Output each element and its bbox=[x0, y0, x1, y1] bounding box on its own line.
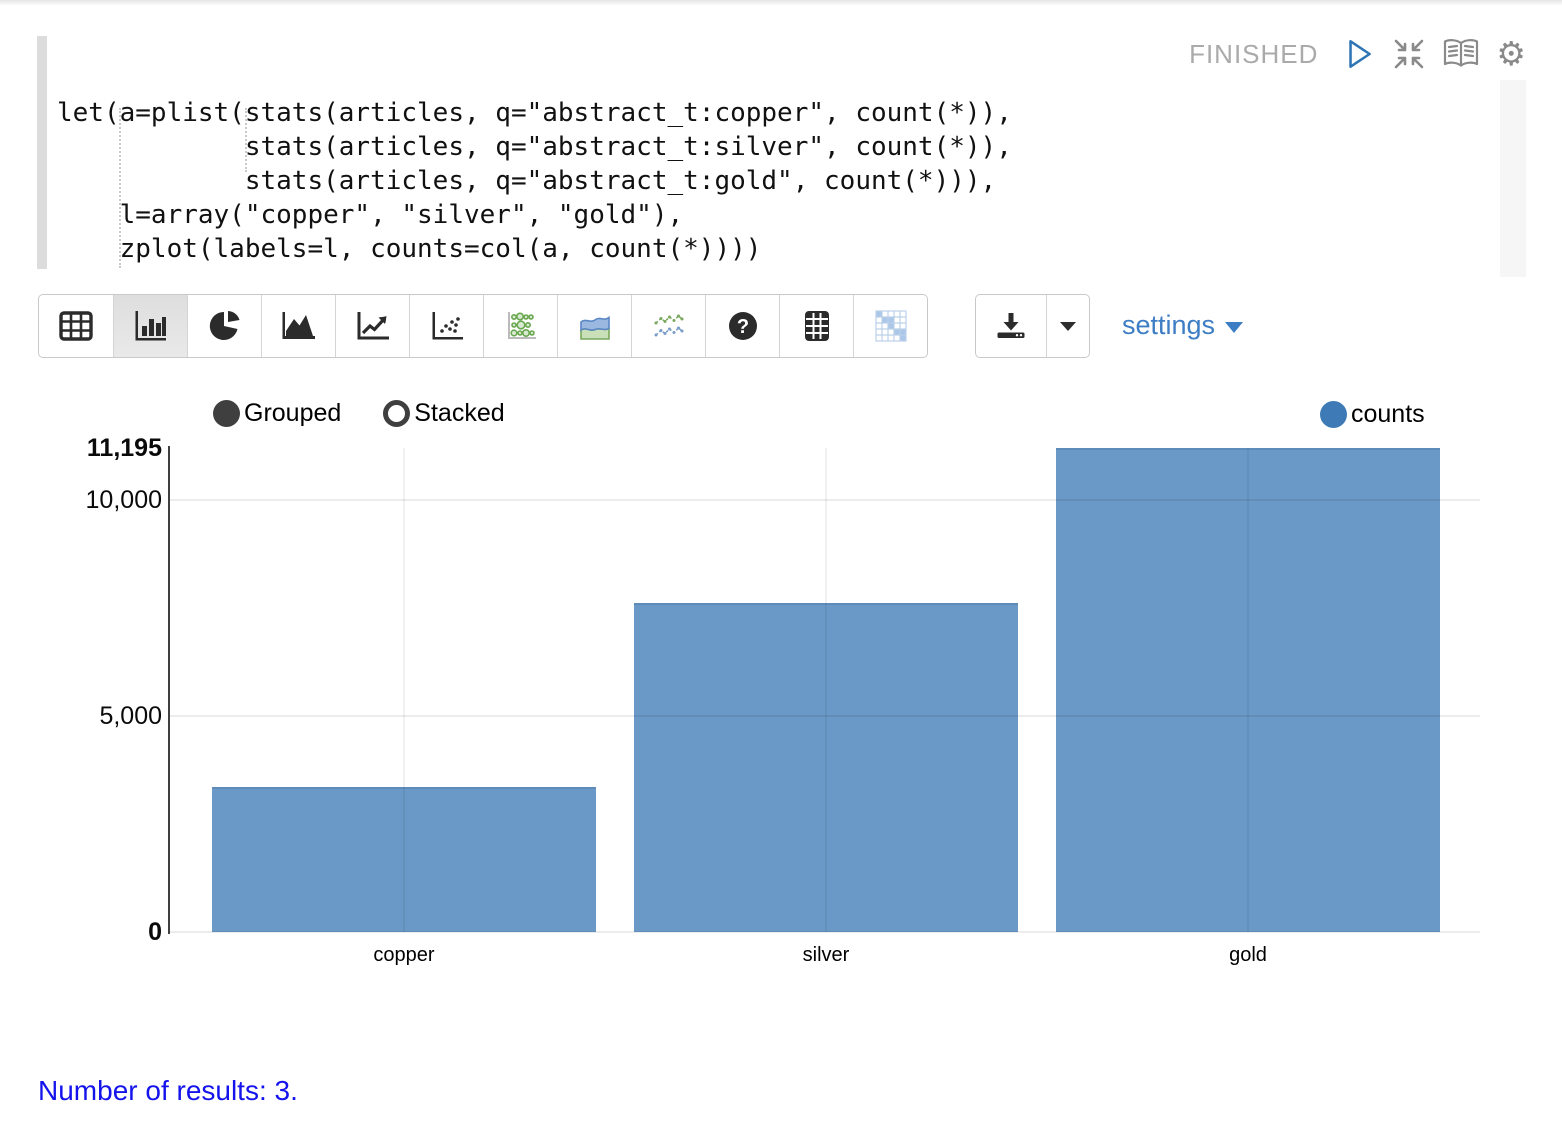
radio-unselected-icon bbox=[383, 400, 411, 427]
y-tick-label: 5,000 bbox=[99, 701, 162, 730]
help-icon: ? bbox=[726, 309, 760, 343]
chevron-down-icon bbox=[1225, 322, 1244, 333]
multi-line-chart-button[interactable] bbox=[631, 295, 705, 357]
vertical-gridline bbox=[403, 448, 405, 932]
area-chart-button[interactable] bbox=[261, 295, 335, 357]
bar-mode-controls: Grouped Stacked bbox=[213, 399, 505, 428]
download-button-group bbox=[975, 294, 1090, 358]
stacked-area-chart-icon bbox=[577, 309, 613, 343]
scatter-plot-icon bbox=[430, 310, 464, 342]
svg-text:?: ? bbox=[736, 316, 748, 338]
top-shadow bbox=[0, 0, 1562, 6]
chevron-down-icon bbox=[1060, 321, 1076, 331]
plot-area bbox=[168, 446, 1480, 934]
vertical-gridline bbox=[825, 448, 827, 932]
bar-chart-icon bbox=[133, 309, 169, 343]
radio-grouped[interactable]: Grouped bbox=[213, 399, 341, 428]
area-chart-icon bbox=[281, 310, 317, 342]
settings-menu[interactable]: settings bbox=[1122, 310, 1244, 341]
results-count-text: Number of results: 3. bbox=[38, 1075, 298, 1106]
code-editor[interactable]: let(a=plist(stats(articles, q="abstract_… bbox=[57, 98, 1012, 264]
horizontal-gridline bbox=[170, 498, 1480, 501]
radio-selected-icon bbox=[213, 400, 240, 427]
x-axis-label: copper bbox=[373, 944, 435, 966]
bubble-chart-icon bbox=[503, 309, 539, 343]
legend-swatch bbox=[1320, 401, 1347, 428]
horizontal-gridline bbox=[170, 714, 1480, 717]
legend-series-label: counts bbox=[1351, 400, 1425, 428]
data-table-icon bbox=[804, 310, 830, 342]
pie-chart-icon bbox=[208, 309, 242, 343]
bar-copper bbox=[212, 787, 596, 932]
indent-guide bbox=[119, 108, 121, 268]
cell-status-row: FINISHED ⚙ bbox=[1189, 36, 1526, 72]
table-view-button[interactable] bbox=[39, 295, 113, 357]
settings-label: settings bbox=[1122, 310, 1216, 340]
y-axis-labels: 11,195 10,000 5,000 0 bbox=[0, 434, 162, 946]
y-tick-label: 0 bbox=[148, 918, 162, 946]
radio-stacked-label: Stacked bbox=[414, 399, 505, 427]
bar-gold bbox=[1056, 448, 1440, 932]
stacked-area-chart-button[interactable] bbox=[557, 295, 631, 357]
y-tick-label: 10,000 bbox=[85, 485, 162, 514]
bar-chart-button[interactable] bbox=[113, 295, 187, 357]
cell-drag-handle[interactable] bbox=[37, 36, 47, 269]
indent-guide bbox=[245, 108, 247, 172]
y-axis-line bbox=[168, 446, 170, 934]
help-button[interactable]: ? bbox=[705, 295, 779, 357]
bubble-chart-button[interactable] bbox=[483, 295, 557, 357]
multi-line-chart-icon bbox=[651, 309, 687, 343]
run-icon[interactable] bbox=[1341, 36, 1377, 72]
table-icon bbox=[59, 311, 93, 341]
data-table-button[interactable] bbox=[779, 295, 853, 357]
radio-grouped-label: Grouped bbox=[244, 399, 342, 427]
download-icon bbox=[994, 310, 1028, 342]
pie-chart-button[interactable] bbox=[187, 295, 261, 357]
status-badge: FINISHED bbox=[1189, 38, 1319, 69]
download-button[interactable] bbox=[976, 295, 1046, 357]
x-axis-label: gold bbox=[1229, 944, 1267, 966]
line-chart-icon bbox=[355, 310, 391, 342]
collapse-icon[interactable] bbox=[1392, 37, 1426, 71]
vertical-gridline bbox=[1247, 448, 1249, 932]
scrollbar-track[interactable] bbox=[1500, 80, 1526, 277]
download-options-button[interactable] bbox=[1046, 295, 1089, 357]
gear-icon[interactable]: ⚙ bbox=[1496, 34, 1526, 73]
bar-silver bbox=[634, 603, 1018, 932]
heatmap-button[interactable] bbox=[853, 295, 927, 357]
radio-stacked[interactable]: Stacked bbox=[383, 399, 505, 428]
horizontal-gridline bbox=[170, 931, 1480, 933]
book-icon[interactable] bbox=[1441, 37, 1481, 71]
x-axis-label: silver bbox=[802, 944, 850, 966]
line-chart-button[interactable] bbox=[335, 295, 409, 357]
scatter-plot-button[interactable] bbox=[409, 295, 483, 357]
chart-type-toolbar: ? bbox=[38, 294, 928, 358]
chart-legend[interactable]: counts bbox=[1320, 400, 1425, 429]
y-tick-label: 11,195 bbox=[86, 434, 162, 462]
heatmap-icon bbox=[874, 310, 907, 342]
